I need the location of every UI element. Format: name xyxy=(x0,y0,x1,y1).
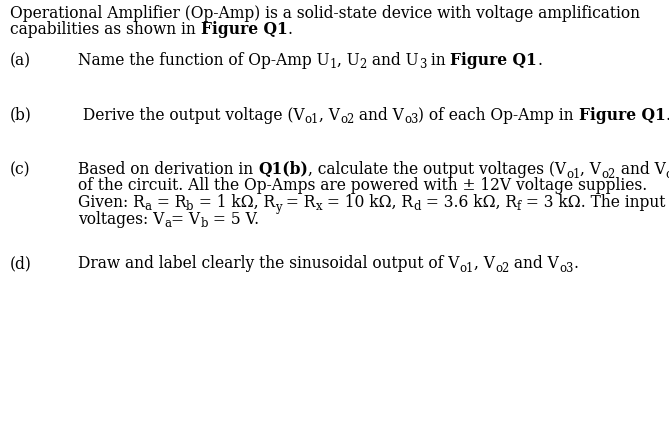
Text: ) of each Op-Amp in: ) of each Op-Amp in xyxy=(419,107,579,124)
Text: a: a xyxy=(145,200,152,213)
Text: b: b xyxy=(186,200,193,213)
Text: y: y xyxy=(275,200,282,213)
Text: Derive the output voltage (V: Derive the output voltage (V xyxy=(78,107,304,124)
Text: (d): (d) xyxy=(10,255,32,272)
Text: = 3.6 kΩ, R: = 3.6 kΩ, R xyxy=(421,194,516,211)
Text: Given: R: Given: R xyxy=(78,194,145,211)
Text: , V: , V xyxy=(581,161,601,178)
Text: Operational Amplifier (Op-Amp) is a solid-state device with voltage amplificatio: Operational Amplifier (Op-Amp) is a soli… xyxy=(10,5,640,22)
Text: and V: and V xyxy=(509,255,559,272)
Text: capabilities as shown in: capabilities as shown in xyxy=(10,22,201,38)
Text: , V: , V xyxy=(474,255,495,272)
Text: and V: and V xyxy=(355,107,404,124)
Text: = 3 kΩ. The input: = 3 kΩ. The input xyxy=(521,194,666,211)
Text: .: . xyxy=(666,107,669,124)
Text: o2: o2 xyxy=(601,168,615,181)
Text: (c): (c) xyxy=(10,161,31,178)
Text: = 5 V.: = 5 V. xyxy=(208,210,259,228)
Text: o3: o3 xyxy=(404,113,419,126)
Text: o3: o3 xyxy=(559,261,573,274)
Text: , calculate the output voltages (V: , calculate the output voltages (V xyxy=(308,161,566,178)
Text: o2: o2 xyxy=(495,261,509,274)
Text: Figure Q1: Figure Q1 xyxy=(450,52,537,69)
Text: .: . xyxy=(537,52,543,69)
Text: o1: o1 xyxy=(304,113,319,126)
Text: (a): (a) xyxy=(10,52,31,69)
Text: Figure Q1: Figure Q1 xyxy=(579,107,666,124)
Text: Name the function of Op-Amp U: Name the function of Op-Amp U xyxy=(78,52,330,69)
Text: of the circuit. All the Op-Amps are powered with ± 12V voltage supplies.: of the circuit. All the Op-Amps are powe… xyxy=(78,178,647,194)
Text: , U: , U xyxy=(337,52,360,69)
Text: o3: o3 xyxy=(666,168,669,181)
Text: a: a xyxy=(165,217,171,230)
Text: Based on derivation in: Based on derivation in xyxy=(78,161,258,178)
Text: o2: o2 xyxy=(340,113,355,126)
Text: .: . xyxy=(573,255,579,272)
Text: 2: 2 xyxy=(360,58,367,72)
Text: , V: , V xyxy=(319,107,340,124)
Text: Figure Q1: Figure Q1 xyxy=(201,22,288,38)
Text: 1: 1 xyxy=(330,58,337,72)
Text: and U: and U xyxy=(367,52,419,69)
Text: and V: and V xyxy=(615,161,666,178)
Text: .: . xyxy=(288,22,292,38)
Text: f: f xyxy=(516,200,521,213)
Text: d: d xyxy=(413,200,421,213)
Text: o1: o1 xyxy=(460,261,474,274)
Text: voltages: V: voltages: V xyxy=(78,210,165,228)
Text: = 10 kΩ, R: = 10 kΩ, R xyxy=(322,194,413,211)
Text: o1: o1 xyxy=(566,168,581,181)
Text: 3: 3 xyxy=(419,58,426,72)
Text: x: x xyxy=(316,200,322,213)
Text: in: in xyxy=(426,52,450,69)
Text: (b): (b) xyxy=(10,107,32,124)
Text: b: b xyxy=(201,217,208,230)
Text: = R: = R xyxy=(152,194,186,211)
Text: = V: = V xyxy=(171,210,201,228)
Text: = R: = R xyxy=(282,194,316,211)
Text: Q1(b): Q1(b) xyxy=(258,161,308,178)
Text: Draw and label clearly the sinusoidal output of V: Draw and label clearly the sinusoidal ou… xyxy=(78,255,460,272)
Text: = 1 kΩ, R: = 1 kΩ, R xyxy=(193,194,275,211)
